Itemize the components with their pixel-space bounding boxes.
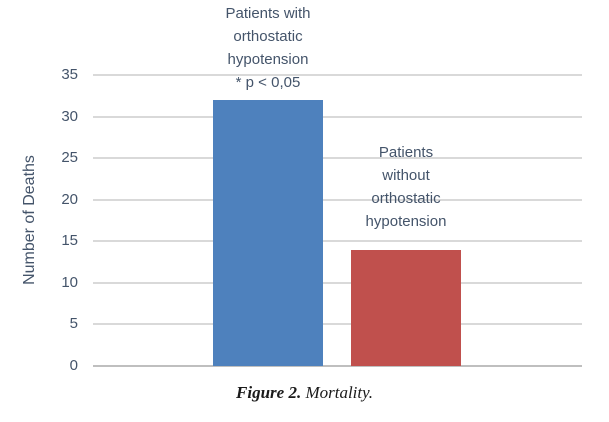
x-axis-line [93, 365, 582, 367]
y-tick-label-10: 10 [61, 273, 78, 291]
y-tick-label-25: 25 [61, 149, 78, 167]
y-tick-label-0: 0 [69, 357, 78, 374]
figure-caption-label: Figure 2. [236, 383, 302, 402]
category-label-patients-with-orthostatic-hypotension: Patients with orthostatic hypotension * … [225, 5, 311, 91]
gridline-y-25 [93, 157, 582, 160]
y-tick-label-15: 15 [61, 232, 78, 250]
gridline-y-35 [93, 74, 582, 76]
category-label-patients-without-orthostatic-hypotension: Patients without orthostatic hypotension [365, 144, 447, 230]
y-tick-label-5: 5 [69, 315, 78, 333]
gridline-y-15 [93, 240, 582, 243]
y-axis-title: Number of Deaths [21, 155, 38, 285]
gridline-y-20 [93, 198, 582, 201]
gridline-y-30 [93, 115, 582, 118]
gridline-y-5 [93, 323, 582, 326]
bar-patients-with-orthostatic-hypotension [213, 100, 323, 366]
plot-area [93, 74, 582, 367]
figure-caption: Figure 2. Mortality. [0, 383, 609, 403]
gridline-y-10 [93, 281, 582, 284]
bar-patients-without-orthostatic-hypotension [351, 250, 461, 366]
figure-caption-text: Mortality. [305, 383, 373, 402]
y-tick-label-30: 30 [61, 107, 78, 125]
y-tick-label-35: 35 [61, 66, 78, 83]
y-tick-label-20: 20 [61, 190, 78, 208]
